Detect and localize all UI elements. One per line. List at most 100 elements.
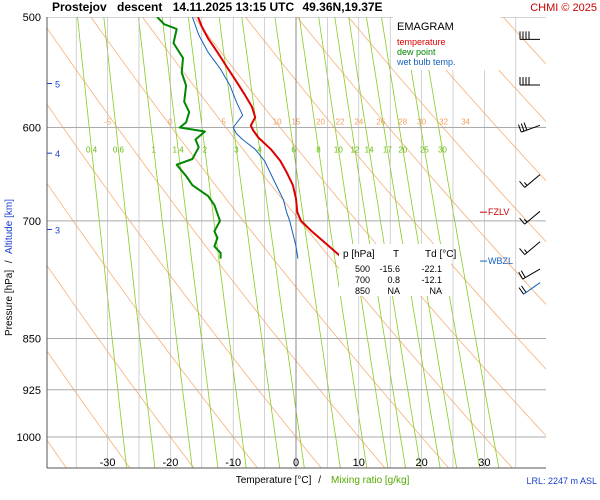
legend-temperature: temperature (397, 37, 446, 47)
temperature-tick-label: -10 (225, 457, 241, 469)
mixing-ratio-label: 1.4 (173, 145, 185, 154)
wind-barb-feather (518, 287, 525, 295)
mixing-ratio-line (218, 17, 281, 468)
mixing-ratio-label: 14 (365, 145, 374, 154)
mixing-ratio-label: 10 (334, 145, 343, 154)
dry-adiabat-label: 20 (316, 117, 325, 126)
dry-adiabat-label: 5 (222, 117, 227, 126)
wind-barb-feather (523, 122, 528, 131)
table-header-cell: Td [°C] (425, 249, 456, 260)
temperature-tick-label: 30 (478, 457, 490, 469)
wind-barb (518, 122, 541, 133)
y-axis-title: Pressure [hPa] / Altitude [km] (4, 199, 15, 336)
table-cell: 0.8 (387, 275, 400, 285)
temperature-tick-label: 0 (293, 457, 299, 469)
dry-adiabat-label: 28 (398, 117, 407, 126)
wind-barb-feather (520, 270, 526, 278)
legend-box (393, 16, 500, 70)
pressure-tick-label: 700 (23, 216, 41, 228)
table-cell: NA (429, 286, 442, 296)
level-markers: FZLV WBZL (480, 207, 513, 266)
dry-adiabat-label: 34 (461, 117, 470, 126)
dewpoint-line (156, 17, 222, 259)
table-header-cell: T (393, 249, 399, 260)
data-table-cells: p [hPa] T Td [°C] 500 -15.6 -22.1 700 0.8 -12.1 8… (343, 249, 456, 296)
dry-adiabat-line (47, 182, 259, 468)
x-axis-title-sep: / (318, 475, 321, 486)
mixing-ratio-label: 2 (203, 145, 208, 154)
data-table (339, 244, 451, 296)
wind-barb-staff (524, 210, 541, 225)
mixing-ratio-line (187, 17, 247, 468)
dry-adiabat-label: 10 (273, 117, 282, 126)
wind-barb-staff (522, 268, 541, 280)
mixing-ratio-label: 4 (257, 145, 262, 154)
legend-dewpoint: dew point (397, 47, 436, 57)
wind-barb (518, 282, 541, 295)
pressure-tick-label: 1000 (17, 432, 41, 444)
dry-adiabat-line (47, 27, 386, 468)
mixing-ratio-label: 12 (350, 145, 359, 154)
wind-barb (519, 174, 541, 188)
wind-barb-staff (524, 174, 541, 188)
dry-adiabat-label: 15 (292, 117, 301, 126)
temperature-tick-label: 10 (353, 457, 365, 469)
mixing-ratio-label: 1 (152, 145, 157, 154)
level-marker-label: FZLV (488, 207, 509, 217)
wind-barb (519, 210, 541, 225)
wetbulb-line (191, 17, 299, 259)
mixing-ratio-line (274, 17, 341, 468)
x-axis-title-mixing-ratio: Mixing ratio [g/kg] (331, 475, 410, 486)
dry-adiabat-label: 30 (417, 117, 426, 126)
dry-adiabat-line (90, 17, 450, 468)
pressure-tick-label: 850 (23, 334, 41, 346)
mixing-ratio-label: 8 (316, 145, 321, 154)
profile-series (156, 17, 344, 260)
header-title: Prostejov descent 14.11.2025 13:15 UTC 4… (52, 0, 383, 14)
dry-adiabat-label: 0 (168, 117, 173, 126)
dry-adiabat-label: 26 (376, 117, 385, 126)
pressure-tick-label: 500 (23, 12, 41, 24)
lcl-label: LRL: 2247 m ASL (526, 476, 597, 486)
mixing-ratio-label: 0.4 (86, 145, 98, 154)
wind-barb-feather (519, 248, 526, 255)
y-axis-title-altitude: Altitude [km] (4, 199, 15, 254)
altitude-tick-label: 3 (55, 225, 60, 235)
table-cell: 850 (355, 286, 370, 296)
header-mode: descent (117, 0, 162, 14)
pressure-tick-label: 600 (23, 122, 41, 134)
dry-adiabat-line (347, 17, 546, 243)
y-axis-title-pressure: Pressure [hPa] (4, 270, 15, 336)
mixing-ratio-label: 17 (383, 145, 392, 154)
dry-adiabat-line (450, 17, 546, 123)
table-cell: 500 (355, 264, 370, 274)
wind-barb-feather (521, 285, 527, 293)
wind-barb-feather (518, 124, 522, 133)
dry-adiabat-line (399, 17, 546, 182)
table-cell: -12.1 (421, 275, 442, 285)
mixing-ratio-label: 20 (398, 145, 407, 154)
wind-barb-staff (521, 124, 541, 133)
wind-barb-feather (518, 271, 524, 280)
altitude-tick-label: 4 (55, 149, 60, 159)
table-cell: NA (387, 286, 400, 296)
wind-barb-staff (523, 282, 541, 295)
wind-barb-staff (524, 241, 541, 255)
header-coords: 49.36N,19.37E (303, 0, 383, 14)
wind-barb-feather (520, 123, 525, 132)
table-header-cell: p [hPa] (343, 249, 375, 260)
wind-barbs (518, 31, 541, 295)
altitude-tick-label: 5 (55, 80, 60, 90)
mixing-ratio-label: 30 (438, 145, 447, 154)
wind-barb-feather (519, 180, 526, 188)
copyright: CHMI © 2025 (530, 2, 597, 14)
table-cell: 700 (355, 275, 370, 285)
mixing-ratio-line (161, 17, 219, 468)
temperature-line (197, 17, 344, 260)
table-cell: -22.1 (421, 264, 442, 274)
mixing-ratio-line (77, 17, 127, 468)
legend-wetbulb: wet bulb temp. (396, 57, 456, 67)
wind-barb-half-feather (524, 218, 528, 223)
